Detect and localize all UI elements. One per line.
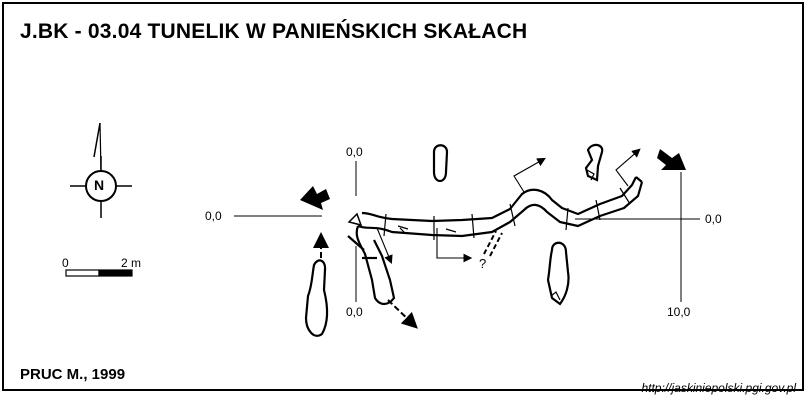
survey-leads — [313, 148, 641, 329]
profile-label-left: 0,0 — [205, 209, 222, 223]
side-branch — [347, 225, 396, 306]
map-frame — [2, 2, 804, 391]
map-title: J.BK - 03.04 TUNELIK W PANIEŃSKICH SKAŁA… — [20, 20, 528, 43]
profile-label-bottom: 0,0 — [346, 305, 363, 319]
profile-section-top — [432, 144, 449, 183]
profile-label-top: 0,0 — [346, 145, 363, 159]
rubble-marks — [399, 169, 595, 301]
profile-label-bottom-end: 10,0 — [667, 305, 691, 319]
unknown-continuation-mark: ? — [479, 256, 487, 271]
entrance-triangle-icon — [347, 212, 363, 227]
source-url: http://jaskiniepolski.pgi.gov.pl — [641, 381, 796, 395]
profile-section-right-top — [584, 143, 604, 182]
profile-lines — [234, 161, 700, 302]
cross-section-marks — [383, 187, 631, 240]
entrance-arrow-left-icon — [300, 186, 330, 210]
north-letter: N — [94, 177, 105, 193]
scale-label-zero: 0 — [62, 256, 69, 270]
main-passage — [357, 176, 644, 238]
survey-author: PRUC M., 1999 — [20, 366, 126, 383]
north-arrow-icon — [70, 122, 132, 218]
entrance-arrow-right-icon — [657, 149, 686, 170]
scale-bar — [65, 269, 133, 277]
scale-label-length: 2 m — [121, 256, 142, 270]
profile-section-left — [304, 259, 329, 337]
profile-section-bottom — [546, 241, 570, 306]
profile-label-right: 0,0 — [705, 212, 722, 226]
